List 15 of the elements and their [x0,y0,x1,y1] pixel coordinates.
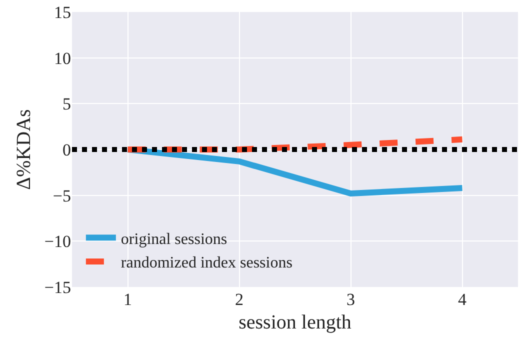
x-tick-label: 2 [235,290,244,309]
x-axis-title: session length [238,312,352,334]
legend-label: randomized index sessions [120,254,292,272]
legend-label: original sessions [120,230,228,248]
y-axis-title: Δ%KDAs [12,108,35,190]
y-tick-label: −10 [44,232,71,252]
y-tick-label: 0 [62,140,71,160]
x-tick-label: 3 [346,290,355,309]
y-tick-label: 10 [54,48,71,68]
y-tick-label: 15 [54,2,71,22]
x-tick-label: 1 [124,290,132,309]
y-tick-label: −5 [52,186,71,206]
y-tick-label: −15 [44,278,71,297]
y-tick-label: 5 [62,94,71,114]
x-tick-label: 4 [458,290,467,309]
